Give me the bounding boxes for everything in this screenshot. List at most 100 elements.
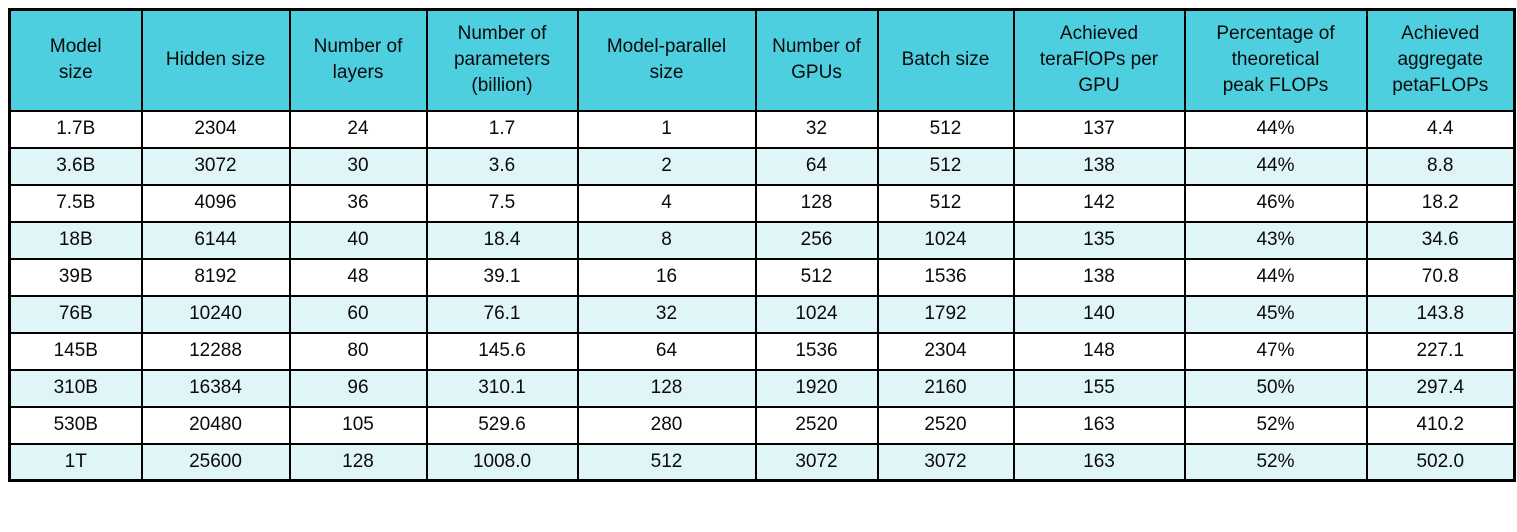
table-cell: 143.8 xyxy=(1365,294,1516,334)
table-cell: 16384 xyxy=(140,368,291,408)
table-cell: 3072 xyxy=(754,442,879,482)
table-cell: 20480 xyxy=(140,405,291,445)
table-cell: 36 xyxy=(288,183,428,223)
table-cell: 52% xyxy=(1183,442,1368,482)
table-cell: 138 xyxy=(1012,146,1186,186)
table-cell: 44% xyxy=(1183,146,1368,186)
table-cell: 64 xyxy=(754,146,879,186)
table-cell: 30 xyxy=(288,146,428,186)
table-cell: 163 xyxy=(1012,405,1186,445)
column-header: Achieved teraFlOPs per GPU xyxy=(1012,8,1186,112)
table-cell: 34.6 xyxy=(1365,220,1516,260)
table-cell: 529.6 xyxy=(425,405,579,445)
table-cell: 128 xyxy=(576,368,757,408)
table-cell: 39.1 xyxy=(425,257,579,297)
table-cell: 227.1 xyxy=(1365,331,1516,371)
table-cell: 128 xyxy=(288,442,428,482)
table-cell: 1920 xyxy=(754,368,879,408)
table-cell: 43% xyxy=(1183,220,1368,260)
table-cell: 45% xyxy=(1183,294,1368,334)
table-row: 18B 6144 40 18.4 8 256 1024 135 43% 34.6 xyxy=(8,220,1516,260)
table-row: 145B 12288 80 145.6 64 1536 2304 148 47% 227.1 xyxy=(8,331,1516,371)
table-cell: 512 xyxy=(576,442,757,482)
table-body: 1.7B 2304 24 1.7 1 32 512 137 44% 4.4 3.6B 3072 30 3.… xyxy=(8,109,1516,482)
column-header: Achieved aggregate petaFLOPs xyxy=(1365,8,1516,112)
table-cell: 60 xyxy=(288,294,428,334)
header-row: Model size Hidden size Number of layers Num… xyxy=(8,8,1516,112)
table-cell: 8 xyxy=(576,220,757,260)
table-row: 76B 10240 60 76.1 32 1024 1792 140 45% 143.8 xyxy=(8,294,1516,334)
table-row: 1T 25600 128 1008.0 512 3072 3072 163 52% 502.0 xyxy=(8,442,1516,482)
table-cell: 64 xyxy=(576,331,757,371)
table-cell: 3072 xyxy=(140,146,291,186)
table-cell: 24 xyxy=(288,109,428,149)
table-cell: 2304 xyxy=(876,331,1015,371)
table-cell: 155 xyxy=(1012,368,1186,408)
column-header: Hidden size xyxy=(140,8,291,112)
table-header: Model size Hidden size Number of layers Num… xyxy=(8,8,1516,112)
table-cell: 39B xyxy=(8,257,143,297)
table-cell: 140 xyxy=(1012,294,1186,334)
table-cell: 2160 xyxy=(876,368,1015,408)
column-header: Batch size xyxy=(876,8,1015,112)
table-cell: 530B xyxy=(8,405,143,445)
table-row: 310B 16384 96 310.1 128 1920 2160 155 50% 297.4 xyxy=(8,368,1516,408)
table-row: 7.5B 4096 36 7.5 4 128 512 142 46% 18.2 xyxy=(8,183,1516,223)
table-cell: 1792 xyxy=(876,294,1015,334)
table-cell: 10240 xyxy=(140,294,291,334)
table-cell: 16 xyxy=(576,257,757,297)
table-cell: 1536 xyxy=(754,331,879,371)
table-cell: 4.4 xyxy=(1365,109,1516,149)
table-cell: 96 xyxy=(288,368,428,408)
table-cell: 410.2 xyxy=(1365,405,1516,445)
table-cell: 512 xyxy=(876,183,1015,223)
table-cell: 2304 xyxy=(140,109,291,149)
table-cell: 18.4 xyxy=(425,220,579,260)
table-cell: 3072 xyxy=(876,442,1015,482)
table-cell: 1008.0 xyxy=(425,442,579,482)
column-header: Number of layers xyxy=(288,8,428,112)
table-cell: 80 xyxy=(288,331,428,371)
table-row: 530B 20480 105 529.6 280 2520 2520 163 52% 410.2 xyxy=(8,405,1516,445)
table-cell: 137 xyxy=(1012,109,1186,149)
table-cell: 4096 xyxy=(140,183,291,223)
table-cell: 148 xyxy=(1012,331,1186,371)
table-cell: 7.5B xyxy=(8,183,143,223)
table-cell: 1536 xyxy=(876,257,1015,297)
table-cell: 138 xyxy=(1012,257,1186,297)
table-cell: 512 xyxy=(876,146,1015,186)
table-cell: 32 xyxy=(754,109,879,149)
table-cell: 6144 xyxy=(140,220,291,260)
table-cell: 76.1 xyxy=(425,294,579,334)
table-cell: 50% xyxy=(1183,368,1368,408)
table-cell: 40 xyxy=(288,220,428,260)
table-cell: 105 xyxy=(288,405,428,445)
table-cell: 2520 xyxy=(754,405,879,445)
table-cell: 1 xyxy=(576,109,757,149)
table-cell: 12288 xyxy=(140,331,291,371)
column-header: Number of GPUs xyxy=(754,8,879,112)
column-header: Percentage of theoretical peak FLOPs xyxy=(1183,8,1368,112)
table-cell: 135 xyxy=(1012,220,1186,260)
table-cell: 70.8 xyxy=(1365,257,1516,297)
table-cell: 1024 xyxy=(754,294,879,334)
table-cell: 47% xyxy=(1183,331,1368,371)
table-cell: 44% xyxy=(1183,257,1368,297)
column-header: Model size xyxy=(8,8,143,112)
table-cell: 310.1 xyxy=(425,368,579,408)
table-row: 3.6B 3072 30 3.6 2 64 512 138 44% 8.8 xyxy=(8,146,1516,186)
table-cell: 1T xyxy=(8,442,143,482)
table-cell: 25600 xyxy=(140,442,291,482)
table-cell: 297.4 xyxy=(1365,368,1516,408)
table-cell: 2 xyxy=(576,146,757,186)
table-cell: 256 xyxy=(754,220,879,260)
table-row: 39B 8192 48 39.1 16 512 1536 138 44% 70.8 xyxy=(8,257,1516,297)
table-cell: 145B xyxy=(8,331,143,371)
table-cell: 46% xyxy=(1183,183,1368,223)
table-cell: 3.6B xyxy=(8,146,143,186)
table-cell: 1.7B xyxy=(8,109,143,149)
table-cell: 142 xyxy=(1012,183,1186,223)
table-cell: 18.2 xyxy=(1365,183,1516,223)
table-cell: 7.5 xyxy=(425,183,579,223)
